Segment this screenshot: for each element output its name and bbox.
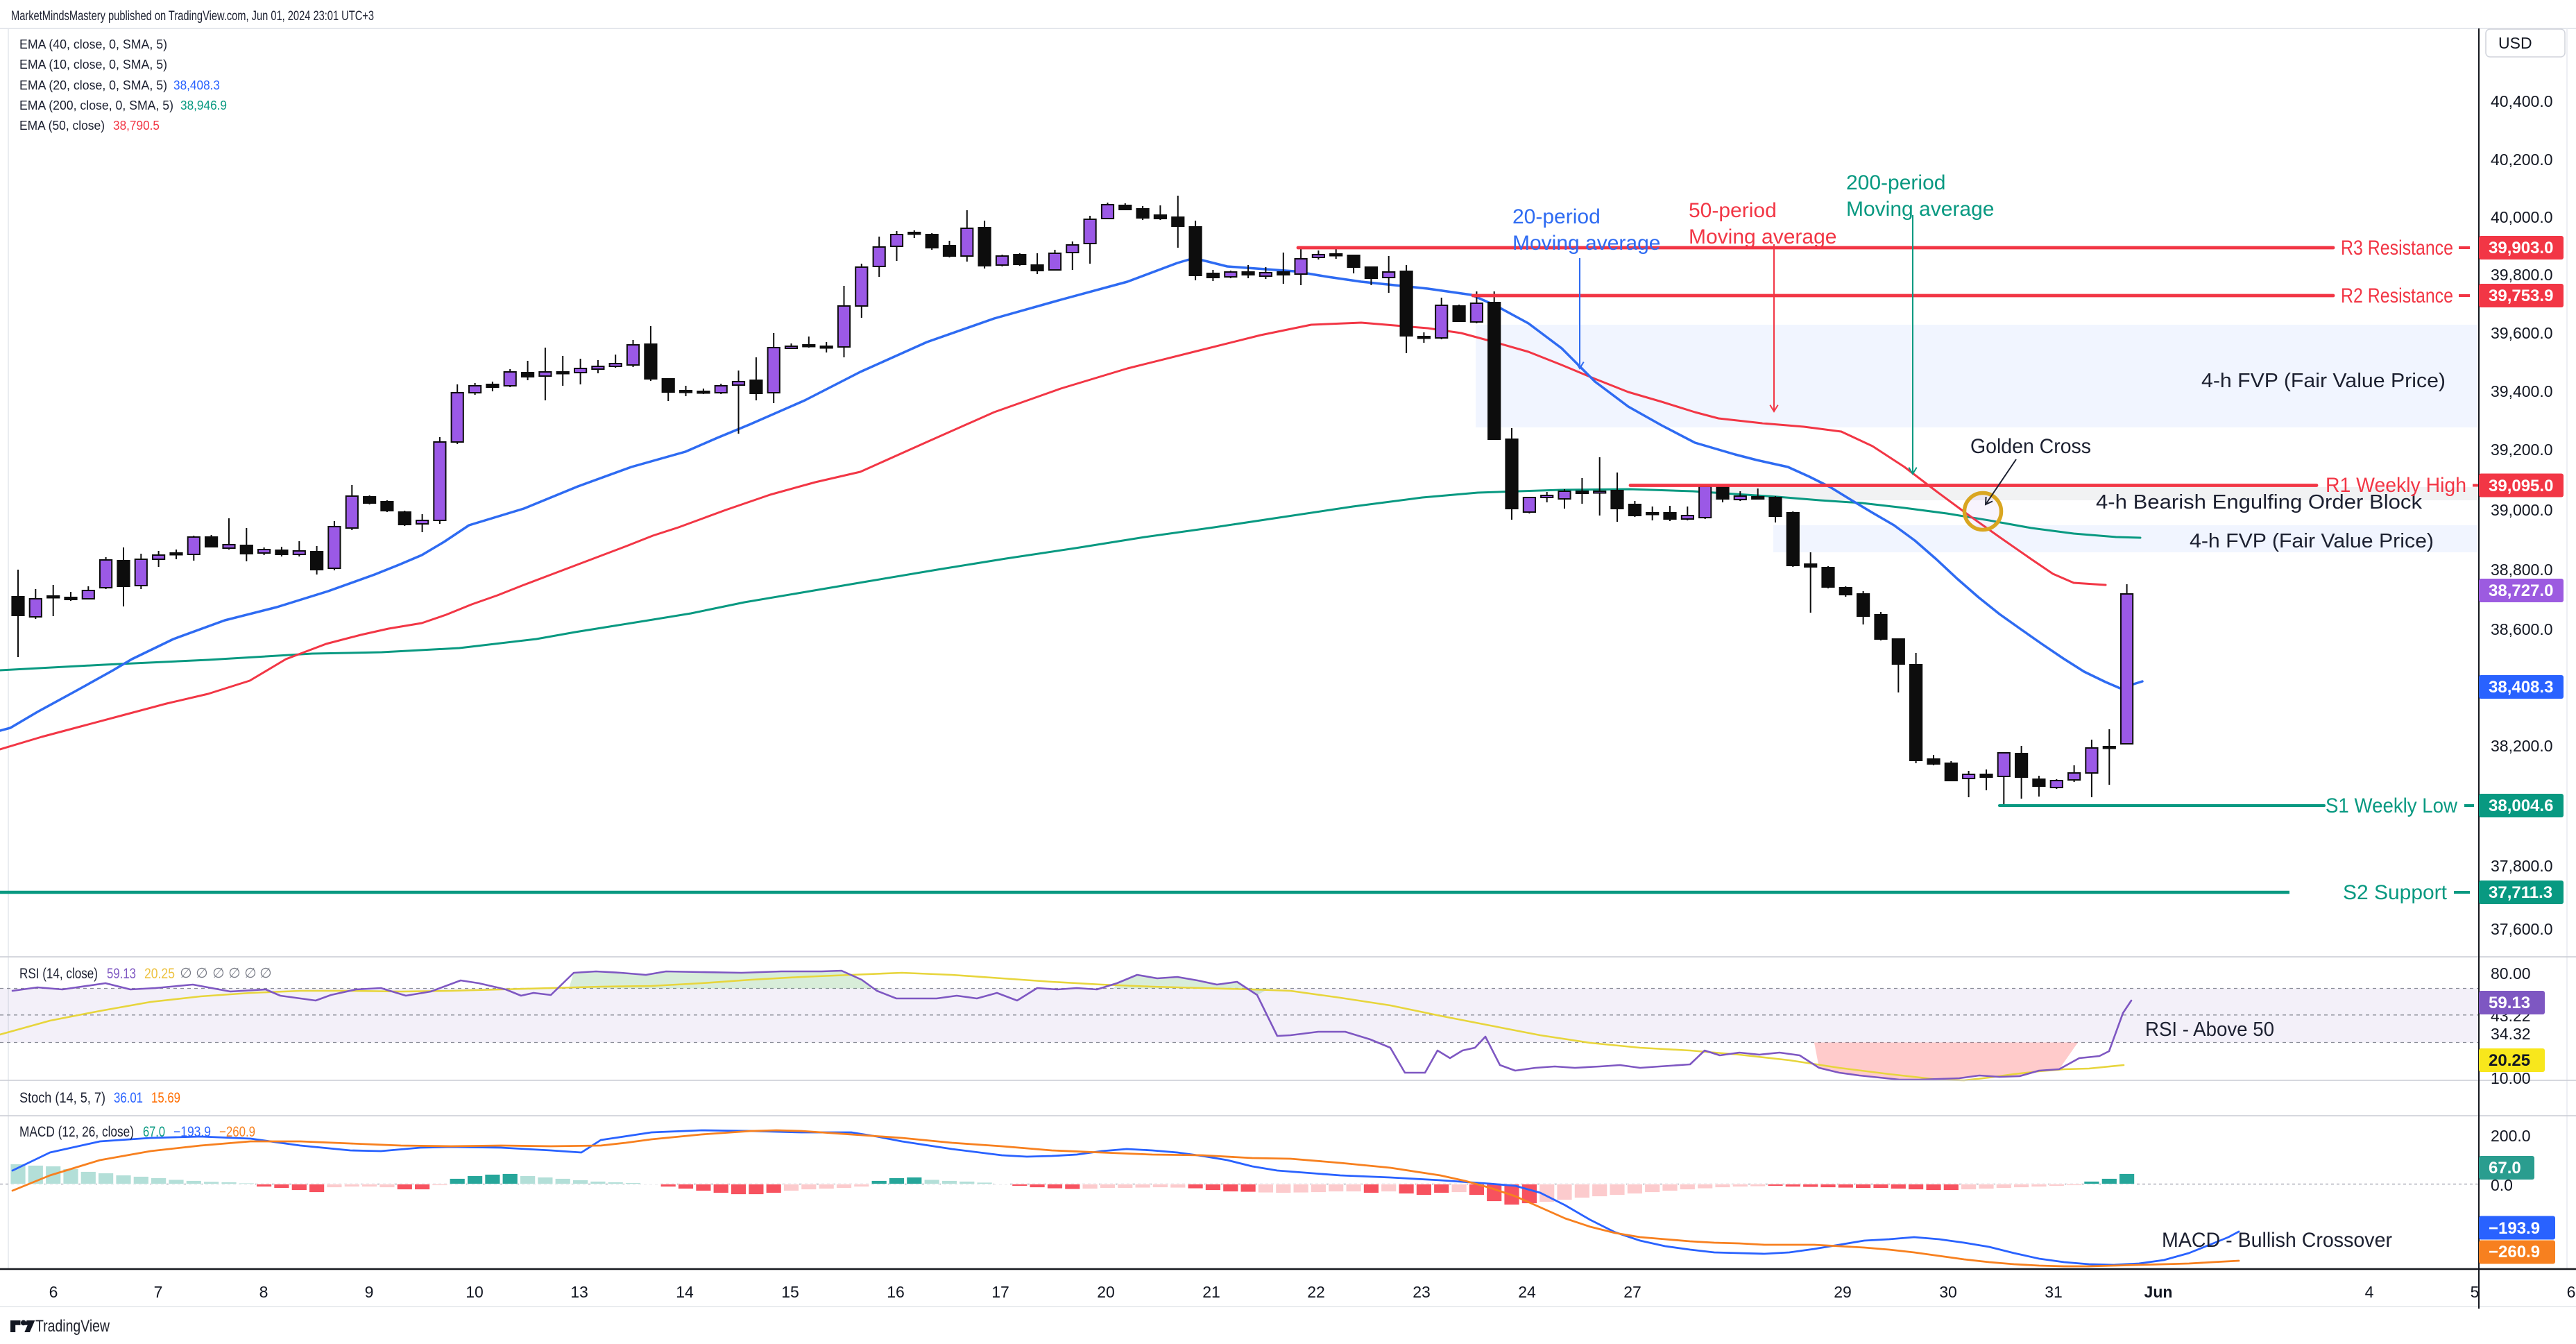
svg-text:6: 6 xyxy=(49,1283,58,1301)
svg-text:R2 Resistance: R2 Resistance xyxy=(2341,284,2453,307)
svg-text:RSI (14, close): RSI (14, close) xyxy=(19,966,98,982)
svg-text:39,903.0: 39,903.0 xyxy=(2489,239,2553,257)
svg-text:38,004.6: 38,004.6 xyxy=(2489,797,2553,815)
svg-text:∅: ∅ xyxy=(259,966,271,981)
svg-text:4-h Bearish Engulfing Order Bl: 4-h Bearish Engulfing Order Block xyxy=(2096,491,2423,513)
svg-text:29: 29 xyxy=(1834,1283,1852,1301)
svg-text:Golden Cross: Golden Cross xyxy=(1970,435,2091,458)
svg-text:Jun: Jun xyxy=(2144,1283,2173,1301)
svg-text:MACD (12, 26, close): MACD (12, 26, close) xyxy=(19,1124,134,1140)
svg-text:27: 27 xyxy=(1623,1283,1641,1301)
svg-text:R3 Resistance: R3 Resistance xyxy=(2341,237,2453,260)
svg-text:37,711.3: 37,711.3 xyxy=(2489,883,2552,902)
svg-text:15: 15 xyxy=(781,1283,799,1301)
svg-text:39,200.0: 39,200.0 xyxy=(2491,441,2553,459)
svg-text:50-period: 50-period xyxy=(1689,199,1777,222)
svg-text:−193.9: −193.9 xyxy=(2489,1219,2540,1238)
svg-text:39,095.0: 39,095.0 xyxy=(2489,477,2553,495)
svg-text:13: 13 xyxy=(570,1283,588,1301)
svg-text:67.0: 67.0 xyxy=(143,1124,165,1140)
svg-text:34.32: 34.32 xyxy=(2491,1025,2531,1043)
svg-text:40,000.0: 40,000.0 xyxy=(2491,208,2553,226)
svg-text:67.0: 67.0 xyxy=(2489,1159,2521,1177)
svg-text:EMA (20, close, 0, SMA, 5): EMA (20, close, 0, SMA, 5) xyxy=(19,78,167,92)
svg-text:38,800.0: 38,800.0 xyxy=(2491,561,2553,579)
svg-text:200-period: 200-period xyxy=(1846,171,1945,194)
svg-text:38,727.0: 38,727.0 xyxy=(2489,581,2553,600)
svg-text:S1 Weekly Low: S1 Weekly Low xyxy=(2326,794,2457,817)
svg-text:∅: ∅ xyxy=(244,966,256,981)
svg-text:8: 8 xyxy=(259,1283,268,1301)
svg-text:17: 17 xyxy=(991,1283,1009,1301)
svg-text:6: 6 xyxy=(2567,1283,2576,1301)
svg-text:37,800.0: 37,800.0 xyxy=(2491,857,2553,875)
svg-text:MarketMindsMastery published o: MarketMindsMastery published on TradingV… xyxy=(11,9,374,24)
svg-text:EMA (200, close, 0, SMA, 5): EMA (200, close, 0, SMA, 5) xyxy=(19,99,173,112)
svg-text:38,408.3: 38,408.3 xyxy=(2489,678,2553,697)
svg-text:59.13: 59.13 xyxy=(2489,994,2530,1012)
svg-text:38,790.5: 38,790.5 xyxy=(113,119,160,133)
svg-text:10.00: 10.00 xyxy=(2491,1069,2531,1087)
svg-text:−193.9: −193.9 xyxy=(173,1124,211,1140)
svg-text:38,600.0: 38,600.0 xyxy=(2491,620,2553,638)
svg-text:10: 10 xyxy=(466,1283,484,1301)
svg-text:EMA (50, close): EMA (50, close) xyxy=(19,119,105,133)
svg-text:TradingView: TradingView xyxy=(35,1317,110,1336)
svg-text:16: 16 xyxy=(887,1283,905,1301)
svg-text:15.69: 15.69 xyxy=(151,1090,180,1106)
svg-text:Stoch (14, 5, 7): Stoch (14, 5, 7) xyxy=(19,1090,105,1106)
svg-text:−260.9: −260.9 xyxy=(219,1124,255,1140)
svg-text:40,400.0: 40,400.0 xyxy=(2491,92,2553,110)
svg-text:RSI - Above 50: RSI - Above 50 xyxy=(2145,1019,2274,1041)
svg-text:80.00: 80.00 xyxy=(2491,964,2531,983)
svg-text:7: 7 xyxy=(154,1283,163,1301)
svg-text:23: 23 xyxy=(1413,1283,1431,1301)
svg-text:5: 5 xyxy=(2471,1283,2480,1301)
svg-text:37,600.0: 37,600.0 xyxy=(2491,920,2553,938)
svg-text:USD: USD xyxy=(2498,34,2532,52)
svg-text:4: 4 xyxy=(2365,1283,2374,1301)
svg-text:EMA (40, close, 0, SMA, 5): EMA (40, close, 0, SMA, 5) xyxy=(19,37,167,51)
svg-text:9: 9 xyxy=(365,1283,374,1301)
svg-text:20: 20 xyxy=(1097,1283,1115,1301)
svg-text:38,408.3: 38,408.3 xyxy=(173,78,220,92)
svg-text:20.25: 20.25 xyxy=(2489,1051,2530,1070)
svg-text:38,946.9: 38,946.9 xyxy=(180,99,227,112)
svg-text:R1 Weekly High: R1 Weekly High xyxy=(2326,474,2466,497)
svg-text:24: 24 xyxy=(1518,1283,1536,1301)
svg-text:36.01: 36.01 xyxy=(114,1090,143,1106)
svg-text:200.0: 200.0 xyxy=(2491,1127,2531,1145)
svg-text:39,400.0: 39,400.0 xyxy=(2491,382,2553,400)
svg-text:20-period: 20-period xyxy=(1512,205,1601,228)
svg-text:14: 14 xyxy=(676,1283,694,1301)
svg-text:40,200.0: 40,200.0 xyxy=(2491,151,2553,169)
svg-text:20.25: 20.25 xyxy=(144,966,175,982)
svg-text:39,000.0: 39,000.0 xyxy=(2491,501,2553,519)
svg-text:∅: ∅ xyxy=(228,966,240,981)
svg-text:∅: ∅ xyxy=(212,966,224,981)
svg-text:39,800.0: 39,800.0 xyxy=(2491,266,2553,284)
svg-text:38,200.0: 38,200.0 xyxy=(2491,737,2553,755)
svg-text:39,753.9: 39,753.9 xyxy=(2489,287,2553,305)
svg-text:30: 30 xyxy=(1939,1283,1957,1301)
svg-text:∅: ∅ xyxy=(196,966,207,981)
svg-text:21: 21 xyxy=(1202,1283,1220,1301)
svg-text:59.13: 59.13 xyxy=(107,966,136,982)
svg-text:MACD - Bullish Crossover: MACD - Bullish Crossover xyxy=(2162,1229,2392,1252)
svg-text:31: 31 xyxy=(2045,1283,2063,1301)
svg-text:Moving average: Moving average xyxy=(1689,226,1836,248)
svg-text:∅: ∅ xyxy=(180,966,191,981)
svg-text:4-h FVP (Fair Value Price): 4-h FVP (Fair Value Price) xyxy=(2190,530,2434,552)
svg-text:Moving average: Moving average xyxy=(1846,198,1994,221)
svg-text:EMA (10, close, 0, SMA, 5): EMA (10, close, 0, SMA, 5) xyxy=(19,58,167,71)
svg-text:4-h FVP (Fair Value Price): 4-h FVP (Fair Value Price) xyxy=(2201,370,2446,392)
svg-text:Moving average: Moving average xyxy=(1512,232,1660,255)
svg-text:−260.9: −260.9 xyxy=(2489,1243,2540,1261)
svg-text:22: 22 xyxy=(1307,1283,1325,1301)
svg-text:S2 Support: S2 Support xyxy=(2343,881,2448,904)
svg-text:39,600.0: 39,600.0 xyxy=(2491,324,2553,342)
